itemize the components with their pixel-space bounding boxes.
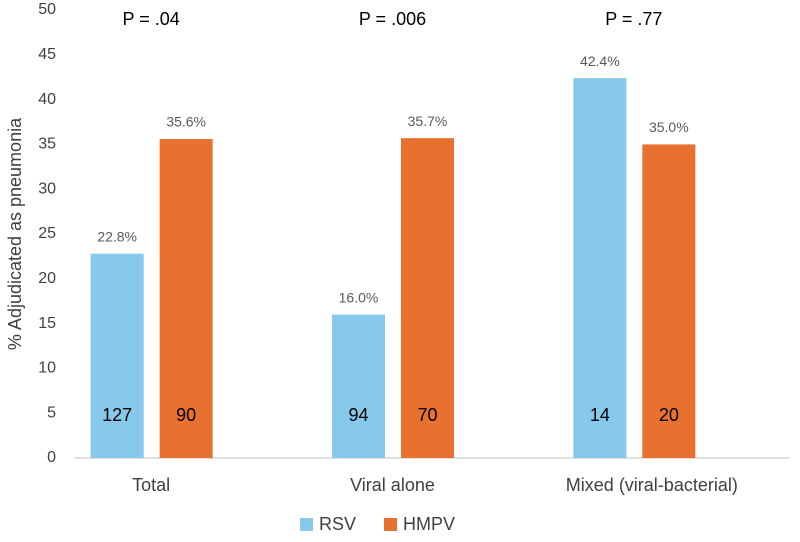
bar xyxy=(159,139,213,459)
legend-label: HMPV xyxy=(403,514,455,534)
y-tick-label: 30 xyxy=(38,180,56,197)
value-label: 16.0% xyxy=(339,289,379,305)
annotation: P = .04 xyxy=(123,9,180,29)
x-tick-label: Mixed (viral-bacterial) xyxy=(566,475,738,495)
y-tick-label: 5 xyxy=(47,404,56,421)
bar xyxy=(401,138,454,459)
legend-swatch xyxy=(300,518,313,531)
value-label: 35.6% xyxy=(166,114,206,130)
value-label: 22.8% xyxy=(97,228,137,244)
bar xyxy=(332,314,385,458)
x-tick-label: Total xyxy=(132,475,170,495)
count-label: 70 xyxy=(417,405,437,425)
y-tick-label: 25 xyxy=(38,225,56,242)
count-label: 94 xyxy=(348,405,368,425)
y-tick-label: 45 xyxy=(38,46,56,63)
count-label: 90 xyxy=(176,405,196,425)
y-tick-label: 15 xyxy=(38,315,56,332)
legend-swatch xyxy=(384,518,397,531)
value-label: 35.0% xyxy=(649,119,689,135)
bar xyxy=(642,144,696,458)
annotation: P = .77 xyxy=(605,9,662,29)
count-label: 20 xyxy=(659,405,679,425)
bar xyxy=(573,78,627,458)
value-label: 35.7% xyxy=(408,113,448,129)
annotation: P = .006 xyxy=(359,9,426,29)
x-tick-label: Viral alone xyxy=(350,475,435,495)
value-label: 42.4% xyxy=(580,53,620,69)
y-tick-label: 40 xyxy=(38,91,56,108)
y-axis-label: % Adjudicated as pneumonia xyxy=(5,117,25,350)
legend-label: RSV xyxy=(319,514,356,534)
count-label: 127 xyxy=(102,405,132,425)
y-tick-label: 35 xyxy=(38,136,56,153)
y-tick-label: 50 xyxy=(38,1,56,18)
bar xyxy=(90,253,144,458)
y-tick-label: 10 xyxy=(38,360,56,377)
y-tick-label: 20 xyxy=(38,270,56,287)
y-tick-label: 0 xyxy=(47,449,56,466)
count-label: 14 xyxy=(590,405,610,425)
